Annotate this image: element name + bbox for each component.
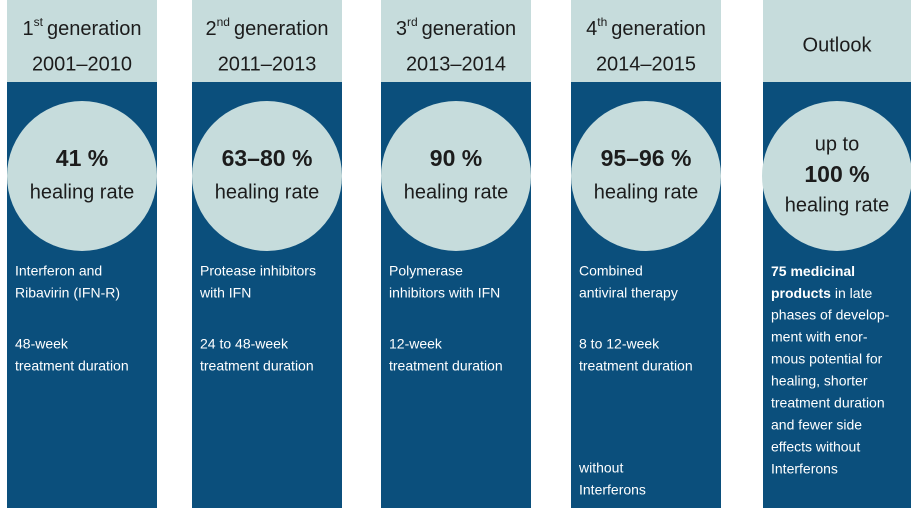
generation-word: generation (234, 18, 329, 40)
description-line: effects without (771, 439, 860, 455)
years: 2013–2014 (406, 53, 506, 75)
duration-line: 12-week (389, 336, 443, 352)
rate: 90 % (430, 145, 482, 171)
generation-title: 2nd generation (205, 15, 328, 40)
duration-line: treatment duration (389, 358, 503, 374)
rate-prefix: up to (815, 133, 859, 155)
bold-text: 75 medicinal (771, 263, 855, 279)
description-line: healing, shorter (771, 373, 868, 389)
description-line: Ribavirin (IFN-R) (15, 285, 120, 301)
header-box (7, 0, 157, 82)
generation-title: 4th generation (586, 15, 706, 40)
generation-word: generation (47, 18, 142, 40)
duration-line: treatment duration (200, 358, 314, 374)
ordinal: 1 (23, 18, 34, 40)
rate-circle (571, 101, 721, 251)
ordinal-suffix: th (597, 15, 607, 29)
header-box (571, 0, 721, 82)
rate: 100 % (804, 161, 869, 187)
duration-line: 8 to 12-week (579, 336, 660, 352)
rate-circle (381, 101, 531, 251)
description-line: mous potential for (771, 351, 883, 367)
generation-title: 1st generation (23, 15, 142, 40)
rate-label: healing rate (594, 181, 699, 203)
duration-line: 48-week (15, 336, 69, 352)
ordinal-suffix: st (34, 15, 44, 29)
years: 2001–2010 (32, 53, 132, 75)
rate: 63–80 % (222, 145, 313, 171)
description-line: ment with enor- (771, 329, 868, 345)
rate: 41 % (56, 145, 108, 171)
description-line: and fewer side (771, 417, 862, 433)
duration-line: 24 to 48-week (200, 336, 289, 352)
description-line: 75 medicinal (771, 263, 855, 279)
rate-label: healing rate (30, 181, 135, 203)
description-line: antiviral therapy (579, 285, 678, 301)
rate-label: healing rate (404, 181, 509, 203)
ordinal: 3 (396, 18, 407, 40)
generation-title: 3rd generation (396, 15, 516, 40)
description-line: products in late (771, 285, 872, 301)
rate-circle (762, 101, 911, 251)
rate: 95–96 % (601, 145, 692, 171)
ordinal: 4 (586, 18, 597, 40)
rate-circle (7, 101, 157, 251)
header-box (381, 0, 531, 82)
header-box (763, 0, 911, 82)
description-line: treatment duration (771, 395, 885, 411)
ordinal-suffix: nd (217, 15, 230, 29)
description-line: inhibitors with IFN (389, 285, 500, 301)
header-box (192, 0, 342, 82)
ordinal-suffix: rd (407, 15, 418, 29)
generation-word: generation (422, 18, 517, 40)
years: 2014–2015 (596, 53, 696, 75)
description-line: Combined (579, 263, 643, 279)
description-text: in late (835, 285, 873, 301)
duration-line: treatment duration (579, 358, 693, 374)
duration-line: treatment duration (15, 358, 129, 374)
rate-label: healing rate (785, 194, 890, 216)
years: 2011–2013 (218, 53, 317, 75)
ordinal: 2 (205, 18, 216, 40)
header-title: Outlook (803, 34, 873, 56)
rate-circle (192, 101, 342, 251)
note-line: without (578, 460, 623, 476)
bold-text: products (771, 285, 831, 301)
description-line: Interferons (771, 461, 838, 477)
description-line: with IFN (199, 285, 251, 301)
description-line: Polymerase (389, 263, 463, 279)
description-line: phases of develop- (771, 307, 890, 323)
description-line: Protease inhibitors (200, 263, 316, 279)
generation-word: generation (611, 18, 706, 40)
description-line: Interferon and (15, 263, 102, 279)
rate-label: healing rate (215, 181, 320, 203)
note-line: Interferons (579, 482, 646, 498)
